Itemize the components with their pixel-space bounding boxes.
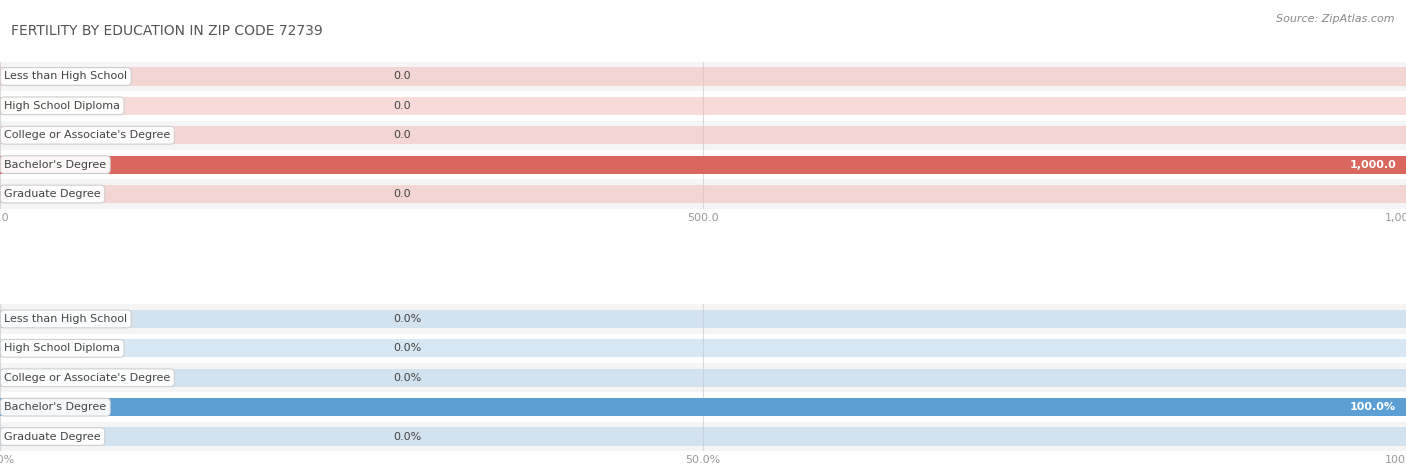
Text: 100.0%: 100.0% [1350, 402, 1396, 412]
Bar [0, 310, 1406, 328]
Text: Graduate Degree: Graduate Degree [4, 432, 101, 442]
Text: Less than High School: Less than High School [4, 71, 128, 81]
Text: College or Associate's Degree: College or Associate's Degree [4, 373, 170, 383]
Text: 0.0: 0.0 [394, 71, 412, 81]
Bar [0, 121, 1406, 150]
Text: 0.0%: 0.0% [394, 314, 422, 324]
Bar [0, 428, 1406, 446]
Bar [0, 422, 1406, 451]
Bar [0, 363, 1406, 392]
Bar [0, 369, 1406, 387]
Text: Source: ZipAtlas.com: Source: ZipAtlas.com [1277, 14, 1395, 24]
Bar [0, 91, 1406, 121]
Bar [0, 304, 1406, 333]
Bar [0, 180, 1406, 209]
Text: Bachelor's Degree: Bachelor's Degree [4, 160, 107, 170]
Bar [0, 97, 1406, 115]
Bar [0, 62, 1406, 91]
Bar [0, 185, 1406, 203]
Text: High School Diploma: High School Diploma [4, 101, 121, 111]
Bar [0, 392, 1406, 422]
Bar [0, 398, 1406, 416]
Text: 0.0%: 0.0% [394, 373, 422, 383]
Bar [0, 339, 1406, 358]
Text: 0.0: 0.0 [394, 130, 412, 140]
Bar [0, 155, 1406, 174]
Text: Less than High School: Less than High School [4, 314, 128, 324]
Text: FERTILITY BY EDUCATION IN ZIP CODE 72739: FERTILITY BY EDUCATION IN ZIP CODE 72739 [11, 24, 323, 38]
Text: Graduate Degree: Graduate Degree [4, 189, 101, 199]
Text: High School Diploma: High School Diploma [4, 343, 121, 353]
Bar [0, 333, 1406, 363]
Text: 0.0%: 0.0% [394, 343, 422, 353]
Bar [0, 67, 1406, 86]
Text: 0.0: 0.0 [394, 101, 412, 111]
Text: College or Associate's Degree: College or Associate's Degree [4, 130, 170, 140]
Text: 0.0: 0.0 [394, 189, 412, 199]
Text: 0.0%: 0.0% [394, 432, 422, 442]
Text: Bachelor's Degree: Bachelor's Degree [4, 402, 107, 412]
Bar [0, 126, 1406, 144]
Bar [0, 398, 1406, 416]
Bar [0, 155, 1406, 174]
Text: 1,000.0: 1,000.0 [1350, 160, 1396, 170]
Bar [0, 150, 1406, 180]
